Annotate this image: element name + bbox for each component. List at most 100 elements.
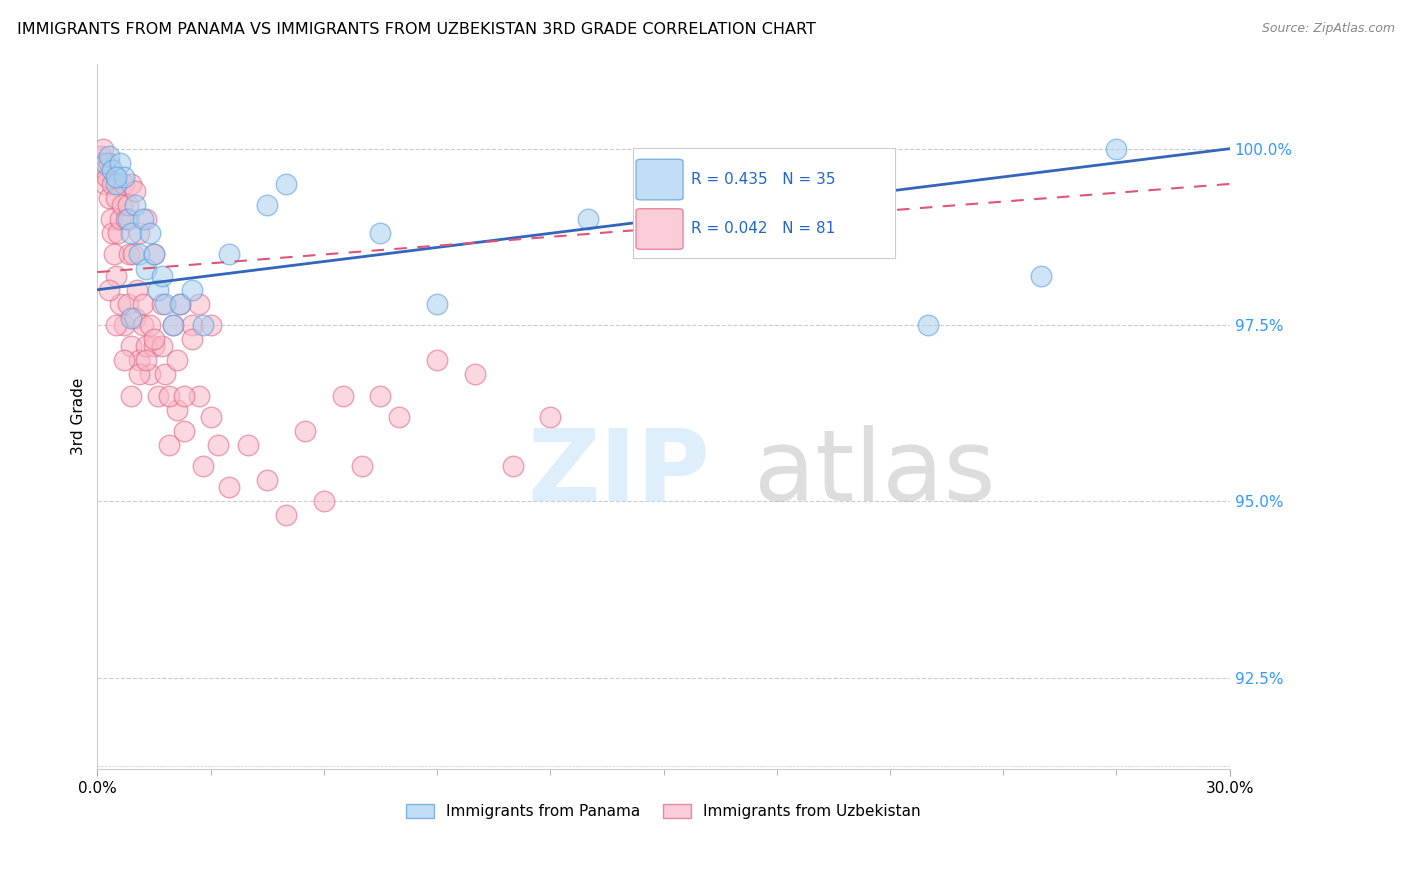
Point xyxy=(162,318,184,332)
Point xyxy=(188,297,211,311)
Point xyxy=(350,458,373,473)
Point xyxy=(143,247,166,261)
Point xyxy=(728,227,751,241)
Point xyxy=(139,227,162,241)
Point xyxy=(426,297,449,311)
Point xyxy=(94,162,117,177)
Point xyxy=(128,247,150,261)
Point xyxy=(97,283,120,297)
Point xyxy=(502,458,524,473)
Point xyxy=(89,156,111,170)
Point xyxy=(112,169,135,184)
Point xyxy=(120,177,142,191)
Point xyxy=(124,310,146,325)
Point xyxy=(135,339,157,353)
Point xyxy=(218,247,240,261)
Point xyxy=(97,156,120,170)
Text: ZIP: ZIP xyxy=(527,425,710,522)
Point xyxy=(101,227,124,241)
Point xyxy=(173,424,195,438)
Point xyxy=(128,368,150,382)
Point xyxy=(105,191,128,205)
Point xyxy=(173,388,195,402)
Point xyxy=(274,508,297,523)
Point xyxy=(1105,142,1128,156)
Point xyxy=(117,212,139,227)
Point xyxy=(94,177,117,191)
Point xyxy=(256,198,278,212)
Point xyxy=(135,261,157,276)
Point xyxy=(122,247,145,261)
Point xyxy=(120,310,142,325)
Point xyxy=(124,184,146,198)
Point xyxy=(108,212,131,227)
Point xyxy=(917,318,939,332)
Point xyxy=(143,247,166,261)
Text: IMMIGRANTS FROM PANAMA VS IMMIGRANTS FROM UZBEKISTAN 3RD GRADE CORRELATION CHART: IMMIGRANTS FROM PANAMA VS IMMIGRANTS FRO… xyxy=(17,22,815,37)
Point xyxy=(370,227,392,241)
Text: atlas: atlas xyxy=(754,425,995,522)
Point xyxy=(150,339,173,353)
Point xyxy=(652,191,675,205)
Point xyxy=(111,198,134,212)
Point xyxy=(117,297,139,311)
Point xyxy=(124,198,146,212)
Point xyxy=(169,297,191,311)
Point xyxy=(97,191,120,205)
Point xyxy=(125,283,148,297)
Point xyxy=(180,283,202,297)
Point xyxy=(1029,268,1052,283)
Point xyxy=(370,388,392,402)
Point xyxy=(101,177,124,191)
Point xyxy=(146,388,169,402)
Point xyxy=(96,169,118,184)
Point xyxy=(218,480,240,494)
Point xyxy=(120,339,142,353)
Point xyxy=(426,353,449,368)
Text: R = 0.042   N = 81: R = 0.042 N = 81 xyxy=(690,221,835,236)
Text: R = 0.435   N = 35: R = 0.435 N = 35 xyxy=(690,171,835,186)
Point xyxy=(157,438,180,452)
Point xyxy=(135,212,157,227)
Point xyxy=(91,142,114,156)
Point xyxy=(200,318,222,332)
Y-axis label: 3rd Grade: 3rd Grade xyxy=(72,378,86,456)
Point xyxy=(146,283,169,297)
Text: Source: ZipAtlas.com: Source: ZipAtlas.com xyxy=(1261,22,1395,36)
Point xyxy=(538,409,561,424)
Point xyxy=(120,388,142,402)
Point xyxy=(105,169,128,184)
Point xyxy=(256,473,278,487)
FancyBboxPatch shape xyxy=(636,209,683,250)
Point xyxy=(180,332,202,346)
Point xyxy=(332,388,354,402)
Point xyxy=(131,318,153,332)
Point xyxy=(803,212,825,227)
Point xyxy=(188,388,211,402)
Point xyxy=(139,368,162,382)
Point xyxy=(112,177,135,191)
Point xyxy=(90,149,112,163)
Point xyxy=(135,353,157,368)
Point xyxy=(274,177,297,191)
Point xyxy=(120,227,142,241)
Point xyxy=(200,409,222,424)
Point xyxy=(103,247,125,261)
Point xyxy=(312,494,335,508)
Point xyxy=(112,353,135,368)
Point xyxy=(131,212,153,227)
Point xyxy=(139,318,162,332)
Point xyxy=(191,458,214,473)
Point xyxy=(143,339,166,353)
Point xyxy=(117,198,139,212)
Legend: Immigrants from Panama, Immigrants from Uzbekistan: Immigrants from Panama, Immigrants from … xyxy=(401,797,927,825)
Point xyxy=(155,368,177,382)
Point xyxy=(191,318,214,332)
Point xyxy=(112,318,135,332)
Point xyxy=(166,353,188,368)
Point xyxy=(108,297,131,311)
Point xyxy=(105,177,128,191)
Point xyxy=(207,438,229,452)
Point xyxy=(157,388,180,402)
Point xyxy=(114,212,136,227)
